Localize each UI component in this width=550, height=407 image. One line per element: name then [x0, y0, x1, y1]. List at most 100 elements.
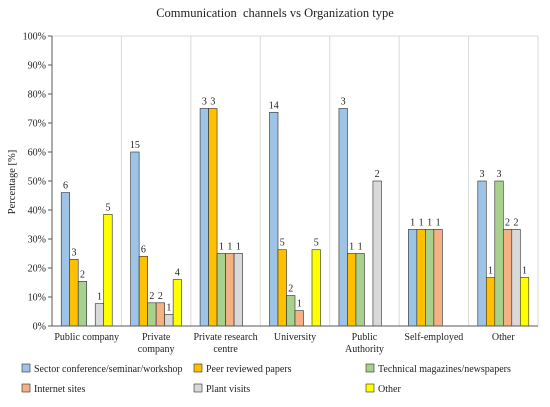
axes	[51, 36, 538, 327]
bar	[155, 302, 165, 327]
legend-swatch	[21, 363, 31, 373]
bar	[502, 229, 513, 327]
category-label: Private research	[193, 332, 257, 343]
y-tick-label: 50%	[28, 177, 46, 188]
legend-label: Peer reviewed papers	[206, 364, 292, 375]
data-label: 1	[297, 299, 302, 310]
data-label: 2	[80, 269, 85, 280]
bar	[138, 256, 148, 327]
category-label: Public	[352, 332, 378, 343]
legend-swatch	[193, 383, 203, 393]
bar	[208, 108, 218, 327]
data-label: 1	[427, 217, 432, 228]
data-label: 1	[410, 217, 415, 228]
data-label: 2	[514, 217, 519, 228]
bar	[225, 253, 235, 327]
legend-label: Technical magazines/newspapers	[378, 364, 511, 375]
bar	[355, 253, 365, 327]
bar	[172, 279, 182, 327]
data-label: 5	[105, 202, 110, 213]
bar	[277, 249, 287, 327]
data-label: 15	[130, 140, 140, 151]
bar	[233, 253, 243, 327]
bar	[286, 295, 296, 327]
bar	[147, 302, 157, 327]
category-label: company	[138, 344, 175, 355]
data-label: 1	[349, 242, 354, 253]
legend-swatch	[193, 363, 203, 373]
y-axis-ticks: 0% 10% 20% 30% 40% 50% 60% 70% 80% 90% 100%	[23, 32, 52, 333]
grid	[51, 35, 539, 326]
legend-label: Plant visits	[206, 384, 250, 395]
bar	[130, 151, 140, 327]
bars	[60, 108, 530, 327]
bar	[216, 253, 226, 327]
data-label: 5	[280, 238, 285, 249]
data-label: 1	[97, 292, 102, 303]
data-label: 3	[480, 169, 485, 180]
y-tick-label: 20%	[28, 264, 46, 275]
legend-label: Internet sites	[34, 384, 85, 395]
data-label: 1	[219, 242, 224, 253]
category-label: Public company	[54, 332, 119, 343]
data-label: 14	[269, 100, 279, 111]
legend-label: Other	[378, 384, 401, 395]
bar	[511, 229, 521, 327]
legend-swatch	[21, 383, 31, 393]
data-label: 3	[341, 97, 346, 108]
legend-swatch	[365, 383, 375, 393]
y-tick-label: 90%	[28, 61, 46, 72]
bar	[372, 180, 382, 327]
y-tick-label: 0%	[33, 322, 46, 333]
bar	[433, 229, 443, 327]
category-label: Private	[142, 332, 171, 343]
data-label: 2	[505, 217, 510, 228]
category-label: centre	[213, 344, 238, 355]
data-label: 1	[166, 302, 171, 313]
y-axis-label: Percentage [%]	[7, 150, 18, 214]
y-tick-label: 10%	[28, 293, 46, 304]
bar	[338, 108, 348, 327]
data-label: 1	[358, 242, 363, 253]
bar	[408, 229, 418, 327]
y-tick-label: 100%	[23, 32, 46, 43]
data-label: 1	[236, 242, 241, 253]
bar	[494, 180, 504, 327]
y-tick-label: 80%	[28, 90, 46, 101]
category-label: Authority	[345, 344, 384, 355]
bar	[519, 277, 530, 327]
data-label: 3	[497, 169, 502, 180]
bar	[294, 310, 304, 327]
category-label: Other	[492, 332, 515, 343]
bar	[77, 281, 88, 327]
data-label: 1	[488, 266, 493, 277]
bar	[477, 180, 487, 327]
data-label: 1	[419, 217, 424, 228]
data-label: 2	[149, 291, 154, 302]
bar	[425, 229, 435, 327]
y-tick-label: 70%	[28, 119, 46, 130]
bar	[269, 111, 279, 327]
data-label: 3	[71, 247, 76, 258]
y-tick-label: 60%	[28, 148, 46, 159]
bar	[103, 214, 113, 327]
data-label: 1	[227, 242, 232, 253]
data-label: 2	[288, 284, 293, 295]
legend: Sector conference/seminar/workshop Peer r…	[21, 363, 511, 395]
category-label: Self-employed	[404, 332, 463, 343]
data-label: 6	[141, 244, 146, 255]
data-label: 1	[522, 266, 527, 277]
bar	[94, 303, 105, 327]
bar	[347, 253, 357, 327]
bar	[164, 314, 174, 327]
bar	[311, 249, 321, 327]
y-tick-label: 30%	[28, 235, 46, 246]
legend-swatch	[365, 363, 375, 373]
bar	[416, 229, 426, 327]
bar	[485, 277, 496, 327]
y-tick-label: 40%	[28, 206, 46, 217]
bar	[199, 108, 209, 327]
category-label: University	[274, 332, 316, 343]
